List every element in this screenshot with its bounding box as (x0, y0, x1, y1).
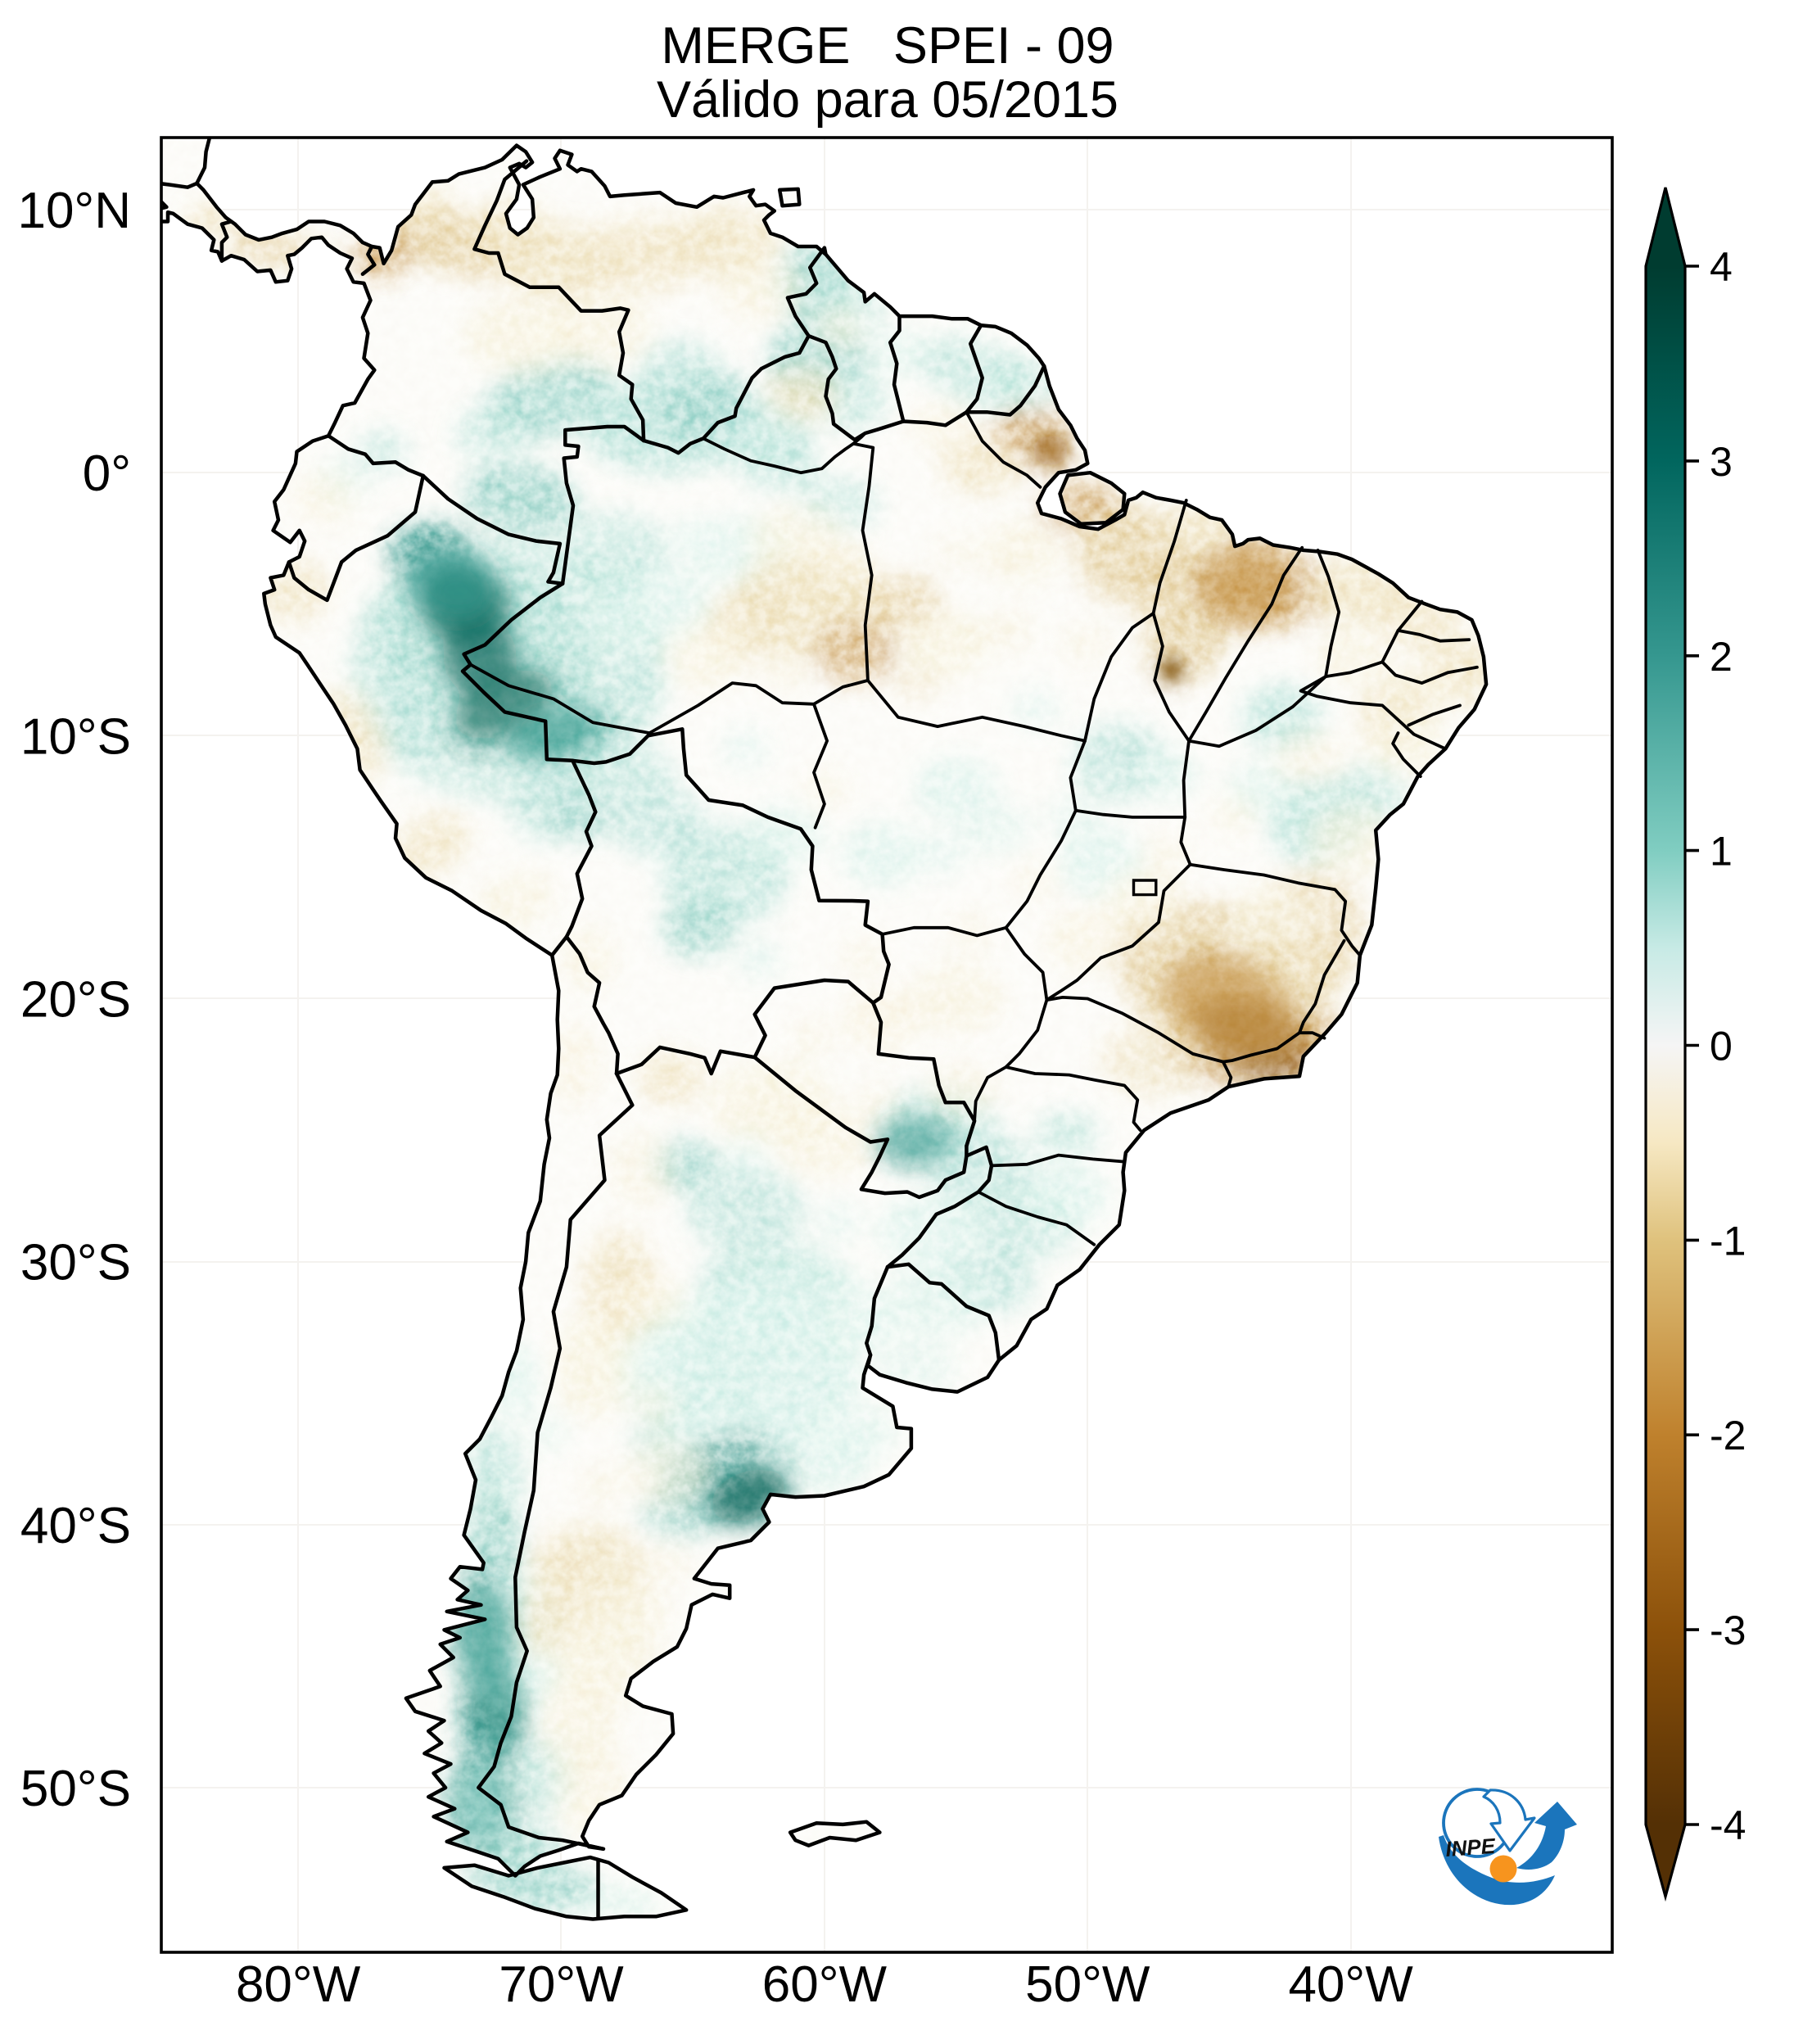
svg-text:MERGE SPEI - 09: MERGE SPEI - 09 (661, 17, 1114, 75)
svg-text:-4: -4 (1710, 1802, 1746, 1848)
svg-text:0: 0 (1710, 1024, 1733, 1069)
svg-text:3: 3 (1710, 439, 1733, 485)
svg-text:-1: -1 (1710, 1218, 1746, 1264)
svg-text:50°W: 50°W (1025, 1956, 1150, 2013)
svg-text:70°W: 70°W (499, 1956, 624, 2013)
svg-text:50°S: 50°S (20, 1761, 131, 1817)
svg-text:4: 4 (1710, 244, 1733, 290)
svg-text:-2: -2 (1710, 1413, 1746, 1458)
svg-text:2: 2 (1710, 634, 1733, 680)
svg-text:40°S: 40°S (20, 1498, 131, 1554)
svg-text:20°S: 20°S (20, 972, 131, 1029)
svg-text:INPE: INPE (1444, 1834, 1496, 1861)
svg-text:0°: 0° (83, 445, 131, 502)
svg-text:Válido para 05/2015: Válido para 05/2015 (657, 71, 1118, 129)
svg-text:-3: -3 (1710, 1608, 1746, 1653)
svg-text:30°S: 30°S (20, 1235, 131, 1291)
svg-text:10°N: 10°N (17, 183, 131, 239)
svg-text:40°W: 40°W (1288, 1956, 1413, 2013)
svg-text:10°S: 10°S (20, 708, 131, 765)
svg-text:80°W: 80°W (236, 1956, 361, 2013)
svg-text:60°W: 60°W (762, 1956, 888, 2013)
svg-text:1: 1 (1710, 829, 1733, 875)
